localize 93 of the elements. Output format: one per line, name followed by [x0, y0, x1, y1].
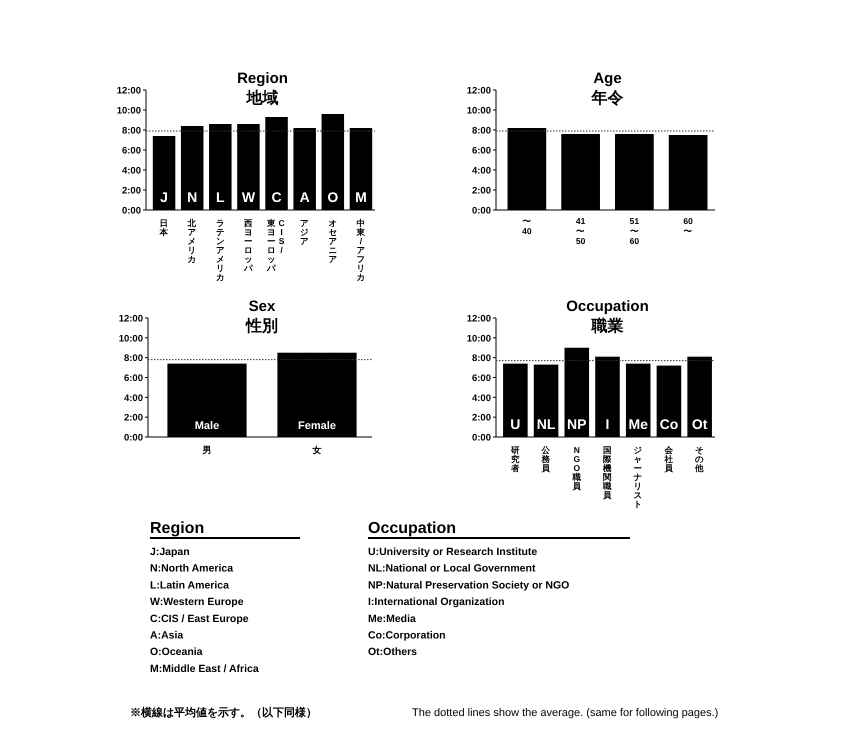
- x-tick-label: 男: [202, 445, 212, 455]
- annotation: Male: [194, 420, 220, 432]
- x-tick-label: 研究者: [510, 445, 520, 473]
- y-tick-label: 0:00: [472, 432, 491, 444]
- text: The dotted lines show the average. (same for following pages.): [412, 707, 718, 719]
- x-tick-label: オセアニア: [328, 218, 338, 264]
- x-tick-label: NGO職員: [571, 445, 582, 491]
- x-tick-label: アジア: [300, 218, 310, 246]
- annotation: A: [300, 189, 310, 205]
- annotation: NP: [567, 416, 587, 432]
- y-tick-label: 2:00: [472, 412, 491, 424]
- x-tick-label: 60〜: [683, 216, 694, 236]
- text: Me:Media: [368, 612, 416, 625]
- chart-title: Occupation: [566, 298, 649, 315]
- annotation: J: [160, 189, 168, 205]
- y-tick-label: 6:00: [122, 146, 141, 156]
- text: O:Oceania: [150, 646, 203, 658]
- x-tick-label: 41〜50: [576, 216, 586, 246]
- chart-subtitle: 性別: [245, 317, 278, 335]
- text: Co:Corporation: [368, 630, 446, 642]
- y-tick-label: 4:00: [472, 166, 491, 176]
- x-tick-label: 中東/アフリカ: [355, 218, 366, 282]
- annotation: Co: [660, 416, 678, 432]
- x-tick-label: 日本: [158, 218, 170, 237]
- text: ※横線は平均値を示す。（以下同様）: [130, 706, 317, 719]
- text: U:University or Research Institute: [368, 546, 538, 558]
- y-tick-label: 0:00: [122, 206, 141, 216]
- y-tick-label: 8:00: [472, 353, 491, 364]
- chart-title: Sex: [248, 298, 276, 315]
- text: A:Asia: [150, 630, 184, 642]
- chart-subtitle: 職業: [590, 317, 624, 335]
- y-tick-label: 10:00: [466, 333, 491, 344]
- chart-title: Age: [593, 70, 622, 87]
- text: Region: [150, 520, 204, 537]
- y-tick-label: 6:00: [472, 146, 491, 156]
- y-tick-label: 10:00: [118, 333, 143, 344]
- chart-subtitle: 地域: [246, 89, 278, 107]
- annotation: Ot: [692, 416, 708, 432]
- y-tick-label: 8:00: [472, 126, 491, 136]
- chart-subtitle: 年令: [590, 89, 624, 107]
- category-label: CIS/東ヨーロッパ: [267, 218, 285, 273]
- annotation: W: [242, 189, 256, 205]
- y-tick-label: 4:00: [472, 392, 491, 404]
- annotation: O: [327, 189, 338, 205]
- text: W:Western Europe: [150, 596, 244, 608]
- x-tick-label: その他: [694, 445, 706, 473]
- y-tick-label: 2:00: [124, 412, 143, 424]
- y-tick-label: 12:00: [466, 86, 491, 96]
- text: J:Japan: [150, 546, 190, 558]
- text: C:CIS / East Europe: [150, 612, 249, 625]
- y-tick-label: 10:00: [466, 106, 491, 116]
- text: I:International Organization: [368, 596, 505, 608]
- annotation: M: [355, 189, 367, 205]
- y-tick-label: 6:00: [472, 373, 491, 384]
- text: N:North America: [150, 562, 234, 575]
- annotation: N: [187, 189, 198, 205]
- y-tick-label: 12:00: [118, 314, 143, 324]
- x-tick-label: 51〜60: [630, 216, 640, 246]
- y-tick-label: 4:00: [122, 166, 141, 176]
- y-tick-label: 4:00: [124, 392, 143, 404]
- x-tick-label: 北アメリカ: [186, 218, 198, 264]
- x-tick-label: 〜40: [522, 216, 532, 236]
- y-tick-label: 6:00: [124, 373, 143, 384]
- chart-title: Region: [237, 70, 288, 87]
- text: NL:National or Local Government: [368, 562, 536, 575]
- y-tick-label: 12:00: [466, 314, 491, 324]
- text: Occupation: [368, 520, 456, 537]
- y-tick-label: 0:00: [124, 432, 143, 444]
- y-tick-label: 2:00: [122, 186, 141, 196]
- x-tick-label: 西ヨーロッパ: [242, 218, 254, 273]
- y-tick-label: 0:00: [472, 206, 491, 216]
- y-tick-label: 8:00: [122, 126, 141, 136]
- annotation: Me: [628, 416, 648, 432]
- x-tick-label: 国際機関職員: [602, 445, 613, 500]
- x-tick-label: 公務員: [540, 445, 552, 473]
- x-tick-label: ジャーナリスト: [634, 445, 643, 509]
- x-tick-label: ラテンアメリカ: [216, 218, 225, 282]
- y-tick-label: 2:00: [472, 186, 491, 196]
- x-tick-label: 会社員: [663, 445, 674, 473]
- text: M:Middle East / Africa: [150, 662, 259, 675]
- annotation: C: [272, 189, 282, 205]
- y-tick-label: 10:00: [116, 106, 141, 116]
- annotation: U: [510, 416, 520, 432]
- annotation: NL: [536, 416, 556, 432]
- text: L:Latin America: [150, 579, 230, 592]
- y-tick-label: 8:00: [124, 353, 143, 364]
- text: NP:Natural Preservation Society or NGO: [368, 579, 570, 592]
- x-tick-label: 女: [312, 445, 322, 455]
- y-tick-label: 12:00: [116, 86, 141, 96]
- annotation: I: [606, 416, 610, 432]
- annotation: L: [216, 189, 226, 205]
- text: Ot:Others: [368, 646, 418, 658]
- annotation: Female: [298, 420, 336, 432]
